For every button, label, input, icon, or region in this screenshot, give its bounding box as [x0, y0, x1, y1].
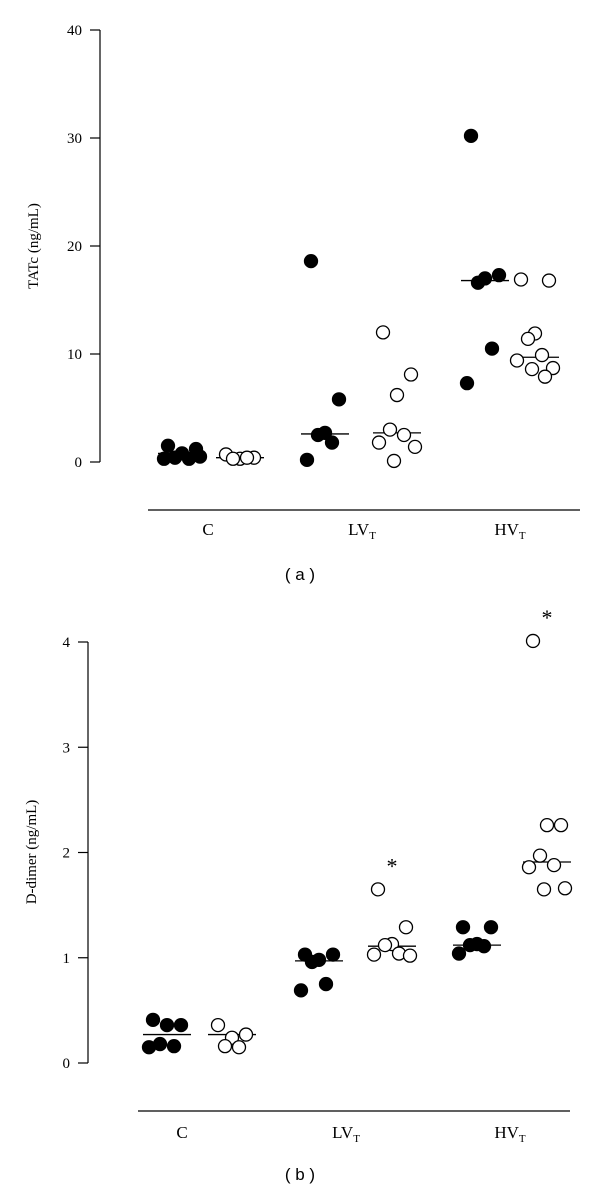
data-point: [483, 920, 499, 935]
data-point: [231, 1040, 247, 1055]
data-point: [396, 427, 412, 443]
data-point: [141, 1040, 157, 1055]
data-point: [173, 1017, 189, 1033]
y-axis-title: D-dimer (ng/mL): [24, 800, 40, 905]
data-point: [557, 881, 573, 896]
data-point: [403, 367, 419, 382]
data-point: [318, 976, 334, 992]
group-label: C: [202, 520, 213, 539]
data-point: [375, 325, 391, 340]
data-point: [325, 947, 341, 962]
y-tick-label: 20: [67, 239, 82, 255]
data-point: [210, 1017, 226, 1033]
data-point: [382, 422, 398, 437]
data-point: [539, 817, 555, 833]
data-point: [160, 438, 176, 453]
data-point: [524, 361, 540, 377]
data-point: [546, 857, 562, 873]
data-point: [534, 347, 550, 363]
data-point: [192, 449, 208, 464]
y-tick-label: 1: [63, 951, 71, 967]
data-point: [299, 452, 315, 467]
data-point: [521, 860, 537, 875]
panel-label: ( b ): [285, 1165, 315, 1184]
data-point: [536, 882, 552, 897]
data-point: [553, 817, 569, 833]
data-point: [541, 273, 557, 288]
data-point: [484, 341, 500, 356]
data-point: [239, 450, 255, 465]
group-label: LVT: [348, 520, 376, 542]
y-tick-label: 30: [67, 131, 82, 147]
data-point: [509, 353, 525, 368]
data-point: [402, 948, 418, 963]
data-point: [310, 427, 326, 443]
data-point: [238, 1027, 254, 1042]
data-point: [476, 939, 492, 954]
y-tick-label: 3: [63, 740, 71, 756]
data-point: [366, 947, 382, 962]
significance-star: *: [542, 605, 553, 630]
group-label: LVT: [332, 1123, 360, 1145]
data-point: [520, 331, 536, 347]
group-label: HVT: [494, 1123, 526, 1145]
data-point: [225, 451, 241, 466]
chart-panel-b: 0 1 2 3 4 D-dimer (ng/mL) C LVT HVT ( b ) * *: [24, 605, 573, 1184]
data-point: [398, 920, 414, 935]
chart-panel-a: 0 10 20 30 40 TATc (ng/mL) C LVT HVT ( a ): [26, 23, 580, 584]
group-label: HVT: [494, 520, 526, 542]
data-point: [377, 937, 393, 953]
data-point: [159, 1017, 175, 1033]
data-point: [217, 1039, 233, 1054]
data-point: [513, 272, 529, 287]
data-point: [462, 937, 478, 953]
data-point: [304, 954, 320, 970]
y-tick-label: 40: [67, 23, 82, 39]
data-point: [166, 1039, 182, 1054]
y-tick-label: 10: [67, 347, 82, 363]
data-point: [525, 633, 541, 649]
data-point: [156, 451, 172, 466]
data-point: [386, 453, 402, 469]
data-point: [537, 369, 553, 384]
y-tick-label: 0: [75, 455, 83, 471]
y-tick-label: 2: [63, 846, 71, 862]
data-point: [407, 439, 423, 455]
data-point: [145, 1012, 161, 1027]
y-tick-label: 4: [63, 635, 71, 651]
group-label: C: [176, 1123, 187, 1142]
data-point: [545, 360, 561, 376]
panel-label: ( a ): [285, 565, 315, 584]
data-point: [491, 268, 507, 283]
data-point: [463, 128, 479, 143]
data-point: [451, 946, 467, 961]
data-point: [331, 392, 347, 407]
data-point: [459, 376, 475, 391]
data-point: [303, 253, 319, 269]
data-point: [389, 387, 405, 403]
data-point: [371, 435, 387, 450]
data-point: [324, 435, 340, 450]
significance-star: *: [387, 853, 398, 878]
y-axis-title: TATc (ng/mL): [26, 203, 42, 289]
data-point: [370, 882, 386, 897]
data-point: [455, 920, 471, 935]
data-point: [532, 848, 548, 863]
data-point: [293, 983, 309, 998]
data-point: [470, 275, 486, 290]
y-tick-label: 0: [63, 1056, 71, 1072]
